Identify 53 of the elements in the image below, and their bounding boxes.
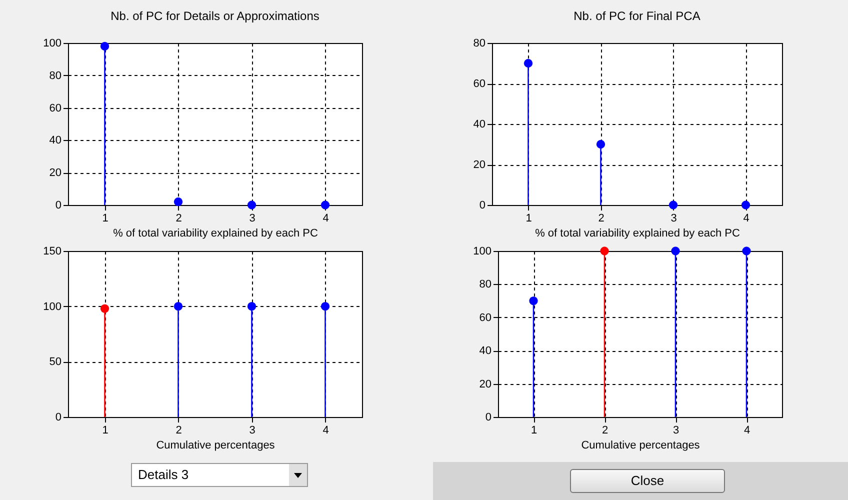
x-axis-title: % of total variability explained by each PC bbox=[535, 228, 740, 240]
y-tick-label: 50 bbox=[49, 356, 62, 368]
x-tick-label: 1 bbox=[102, 424, 108, 436]
y-tick-label: 0 bbox=[485, 412, 492, 424]
point bbox=[247, 200, 256, 210]
x-tick-label: 1 bbox=[526, 212, 532, 224]
x-tick-label: 4 bbox=[322, 424, 329, 436]
y-tick-label: 60 bbox=[49, 102, 62, 114]
point bbox=[320, 200, 330, 210]
y-tick-label: 150 bbox=[43, 246, 62, 258]
y-tick-label: 60 bbox=[473, 78, 486, 90]
x-tick-label: 2 bbox=[602, 424, 608, 436]
point bbox=[668, 200, 678, 210]
y-tick-label: 0 bbox=[479, 200, 486, 212]
x-tick-label: 3 bbox=[249, 424, 256, 436]
y-tick-label: 40 bbox=[479, 345, 492, 358]
x-tick-label: 2 bbox=[598, 212, 604, 224]
point bbox=[524, 58, 533, 68]
x-tick-label: 4 bbox=[743, 212, 750, 224]
point bbox=[100, 42, 110, 51]
x-tick-label: 3 bbox=[672, 424, 680, 436]
x-tick-label: 4 bbox=[744, 424, 750, 436]
y-tick-label: 0 bbox=[55, 412, 62, 424]
x-tick-label: 3 bbox=[670, 212, 677, 224]
x-tick-label: 1 bbox=[530, 424, 538, 436]
y-tick-label: 40 bbox=[473, 118, 486, 130]
x-tick-label: 2 bbox=[176, 212, 182, 224]
y-tick-label: 80 bbox=[473, 38, 486, 50]
y-tick-label: 20 bbox=[479, 378, 492, 390]
y-tick-label: 100 bbox=[473, 246, 492, 258]
x-axis-title: % of total variability explained by each PC bbox=[113, 228, 318, 240]
x-tick-label: 2 bbox=[176, 424, 182, 436]
chart-title: Nb. of PC for Details or Approximations bbox=[110, 9, 320, 23]
y-tick-label: 40 bbox=[49, 134, 62, 147]
x-tick-label: 1 bbox=[102, 212, 108, 224]
y-tick-label: 80 bbox=[49, 70, 62, 82]
y-tick-label: 100 bbox=[43, 38, 62, 50]
chart-title: Nb. of PC for Final PCA bbox=[574, 9, 700, 23]
point bbox=[174, 197, 183, 206]
x-tick-label: 3 bbox=[249, 212, 256, 224]
y-tick-label: 60 bbox=[479, 312, 492, 324]
y-tick-label: 80 bbox=[479, 278, 492, 291]
y-tick-label: 0 bbox=[55, 200, 62, 212]
point bbox=[741, 200, 750, 210]
x-axis-title: Cumulative percentages bbox=[156, 440, 276, 452]
x-axis-title: Cumulative percentages bbox=[581, 440, 700, 452]
x-tick-label: 4 bbox=[322, 212, 329, 224]
close-button: Close bbox=[570, 469, 725, 493]
dropdown: Details 3 bbox=[131, 463, 308, 487]
y-tick-label: 20 bbox=[473, 159, 486, 171]
y-tick-label: 100 bbox=[43, 300, 62, 313]
point bbox=[596, 140, 606, 149]
y-tick-label: 20 bbox=[49, 167, 62, 180]
